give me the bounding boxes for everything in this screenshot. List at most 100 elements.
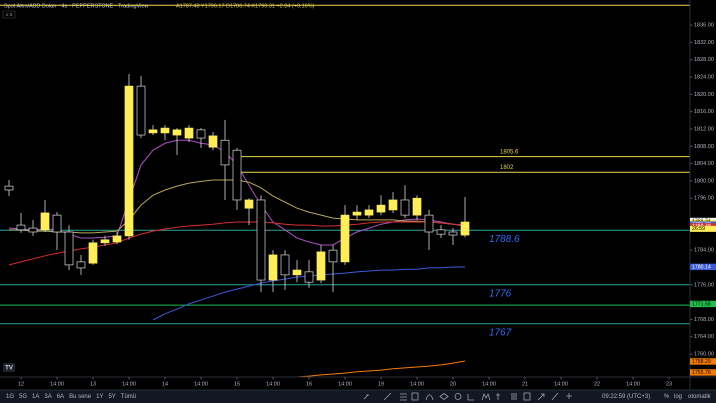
tool-icon[interactable] xyxy=(511,393,517,400)
candle-body xyxy=(460,221,470,236)
level-label: 1767 xyxy=(489,327,512,338)
tool-icon[interactable] xyxy=(481,392,491,401)
candle xyxy=(460,196,470,238)
range-button[interactable]: 5G xyxy=(19,394,27,400)
candle xyxy=(376,195,386,216)
level-label: 1805.6 xyxy=(500,149,519,155)
candle-body xyxy=(280,254,290,276)
indicator-line xyxy=(296,360,466,378)
indicator-line xyxy=(8,221,466,266)
y-tick-label: 1776.00 xyxy=(694,282,714,288)
tool-icon[interactable] xyxy=(439,393,449,400)
tool-icon[interactable] xyxy=(411,392,419,401)
level-label: 1802 xyxy=(500,165,514,171)
candle xyxy=(16,212,26,233)
x-tick-label: 13 xyxy=(90,381,96,387)
y-tick-label: 1812.00 xyxy=(694,126,714,132)
range-button[interactable]: Tümü xyxy=(121,394,136,400)
axis-option[interactable]: log xyxy=(674,394,682,400)
candle xyxy=(304,260,314,288)
candle xyxy=(76,254,86,275)
candle-body xyxy=(64,231,74,266)
candle-body xyxy=(256,199,266,281)
price-tag-label: 1780.14 xyxy=(692,264,711,270)
candle xyxy=(412,195,422,220)
candle-body xyxy=(448,231,458,236)
tv-logo: TV xyxy=(3,363,15,372)
range-button[interactable]: 3A xyxy=(44,394,51,400)
range-button[interactable]: 1Y xyxy=(96,394,103,400)
tool-icon[interactable] xyxy=(400,393,407,401)
countdown: 26:59 xyxy=(692,226,705,232)
y-tick-label: 1760.00 xyxy=(694,352,714,358)
y-tick-label: 1784.00 xyxy=(694,248,714,254)
candle-body xyxy=(352,211,362,216)
candle xyxy=(364,205,374,219)
candle-body xyxy=(148,129,158,134)
price-tag-label: 1771.58 xyxy=(692,301,711,307)
candle xyxy=(388,192,398,213)
candle xyxy=(292,260,302,283)
candle xyxy=(220,119,230,200)
candle-body xyxy=(340,214,350,263)
tool-icon[interactable] xyxy=(454,393,462,400)
candle-body xyxy=(232,149,242,201)
candle-body xyxy=(328,249,338,263)
candle-body xyxy=(124,85,134,237)
x-tick-label: 14:00 xyxy=(554,381,568,387)
y-tick-label: 1796.00 xyxy=(694,196,714,202)
x-tick-label: 20 xyxy=(450,381,456,387)
plot-area: 1805.6 1802 1788.6 1776 1767 xyxy=(0,4,690,378)
candle-body xyxy=(424,214,434,233)
tool-icon[interactable] xyxy=(363,394,369,400)
x-tick-label: 14:00 xyxy=(266,381,280,387)
drawing-tools[interactable] xyxy=(363,392,572,401)
axes: 1836.00 1832.00 1828.00 1824.00 1820.00 1816.… xyxy=(0,0,716,390)
tool-icon[interactable] xyxy=(496,393,500,400)
range-button[interactable]: 1A xyxy=(32,394,39,400)
candle-body xyxy=(268,254,278,281)
candle-body xyxy=(112,235,122,243)
y-tick-label: 1828.00 xyxy=(694,57,714,63)
candle xyxy=(436,225,446,239)
candle xyxy=(172,128,182,155)
toolbar-bar xyxy=(0,390,716,403)
range-button[interactable]: 5Y xyxy=(108,394,115,400)
candle-body xyxy=(196,129,206,139)
candle xyxy=(316,244,326,284)
range-button[interactable]: 1G xyxy=(6,394,14,400)
tool-icon[interactable] xyxy=(523,392,531,401)
range-button[interactable]: Bu sene xyxy=(69,394,92,400)
x-tick-label: 14 xyxy=(162,381,168,387)
candle-body xyxy=(160,127,170,134)
tool-icon[interactable] xyxy=(537,393,545,401)
tool-icon[interactable] xyxy=(566,393,572,399)
candle xyxy=(256,195,266,293)
candle xyxy=(160,125,170,141)
axis-option[interactable]: otomatik xyxy=(688,394,712,400)
svg-text:TV: TV xyxy=(5,366,13,372)
countdown-box xyxy=(690,225,716,232)
candle-body xyxy=(400,199,410,216)
x-tick-label: 22 xyxy=(594,381,600,387)
candle xyxy=(40,199,50,232)
candle xyxy=(424,209,434,251)
level-label: 1776 xyxy=(489,288,512,299)
price-tag xyxy=(690,369,716,376)
candle xyxy=(352,205,362,220)
range-button[interactable]: 6A xyxy=(57,394,64,400)
axis-option[interactable]: % xyxy=(664,394,670,400)
candle xyxy=(268,250,278,293)
y-tick-label: 1832.00 xyxy=(694,40,714,46)
tool-icon[interactable] xyxy=(383,392,392,401)
tool-icon[interactable] xyxy=(551,392,559,401)
tool-icon[interactable] xyxy=(467,394,474,401)
tool-icon[interactable] xyxy=(425,394,434,401)
candle-body xyxy=(316,251,326,281)
indicator-toggle[interactable]: ≡ 3 xyxy=(2,10,16,19)
toolbar: 1G 5G 1A 3A 6A Bu sene 1Y 5Y Tümü 09:22:59 (UTC+3… xyxy=(6,394,712,400)
candle xyxy=(28,219,38,236)
clock: 09:22:59 (UTC+3) xyxy=(602,394,650,400)
candle xyxy=(196,128,206,149)
price-tag-label: 1758.29 xyxy=(692,359,711,365)
